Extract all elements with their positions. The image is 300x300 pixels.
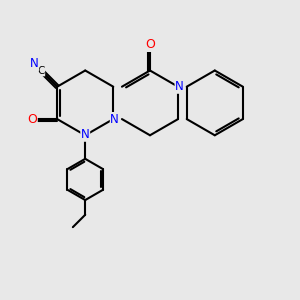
- Text: C: C: [37, 66, 45, 76]
- Text: N: N: [175, 80, 184, 93]
- Text: O: O: [145, 38, 155, 51]
- Text: N: N: [110, 112, 119, 126]
- Text: N: N: [30, 57, 39, 70]
- Text: N: N: [81, 128, 90, 141]
- Text: O: O: [27, 112, 37, 126]
